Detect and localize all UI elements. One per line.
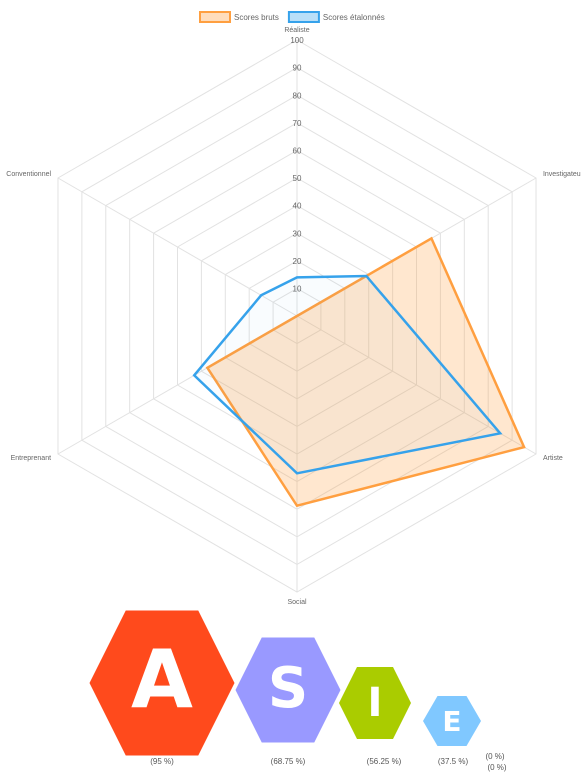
badge-letter: S — [268, 656, 308, 721]
category-label: Investigateur — [543, 171, 581, 178]
badge-hexagon — [89, 610, 235, 756]
category-label: Social — [287, 599, 307, 606]
r-tick-label: 50 — [293, 174, 302, 183]
legend-label: Scores bruts — [234, 13, 279, 22]
badge-letter: E — [442, 705, 461, 738]
legend-swatch — [199, 11, 231, 23]
r-tick-label: 100 — [290, 36, 304, 45]
r-tick-label: 80 — [293, 91, 302, 100]
badge-label: (0 %) — [487, 763, 506, 772]
category-label: Artiste — [543, 455, 563, 462]
badge-hexagon — [339, 667, 411, 739]
badge-label: (0 %) — [485, 752, 504, 761]
r-tick-label: 70 — [293, 119, 302, 128]
series-area — [192, 274, 503, 475]
r-tick-label: 40 — [293, 202, 302, 211]
badge-letter: A — [131, 633, 193, 726]
r-tick-label: 90 — [293, 64, 302, 73]
r-tick-label: 30 — [293, 229, 302, 238]
r-tick-label: 60 — [293, 147, 302, 156]
spoke — [57, 177, 298, 317]
legend-swatch — [287, 11, 320, 23]
category-label: Réaliste — [284, 27, 309, 34]
legend-label: Scores étalonnés — [323, 13, 385, 22]
badge-letter: I — [368, 680, 383, 726]
category-label: Entreprenant — [11, 455, 52, 462]
r-tick-label: 20 — [293, 257, 302, 266]
badge-label: (95 %) — [150, 757, 174, 766]
badge-hexagon — [235, 637, 341, 743]
spoke — [296, 315, 537, 455]
badge-label: (68.75 %) — [271, 757, 306, 766]
category-label: Conventionnel — [6, 171, 51, 178]
series-area — [205, 236, 526, 508]
badge-hexagon — [423, 696, 481, 746]
badge-label: (37.5 %) — [438, 757, 469, 766]
r-tick-label: 10 — [293, 285, 302, 294]
badge-label: (56.25 %) — [367, 757, 402, 766]
